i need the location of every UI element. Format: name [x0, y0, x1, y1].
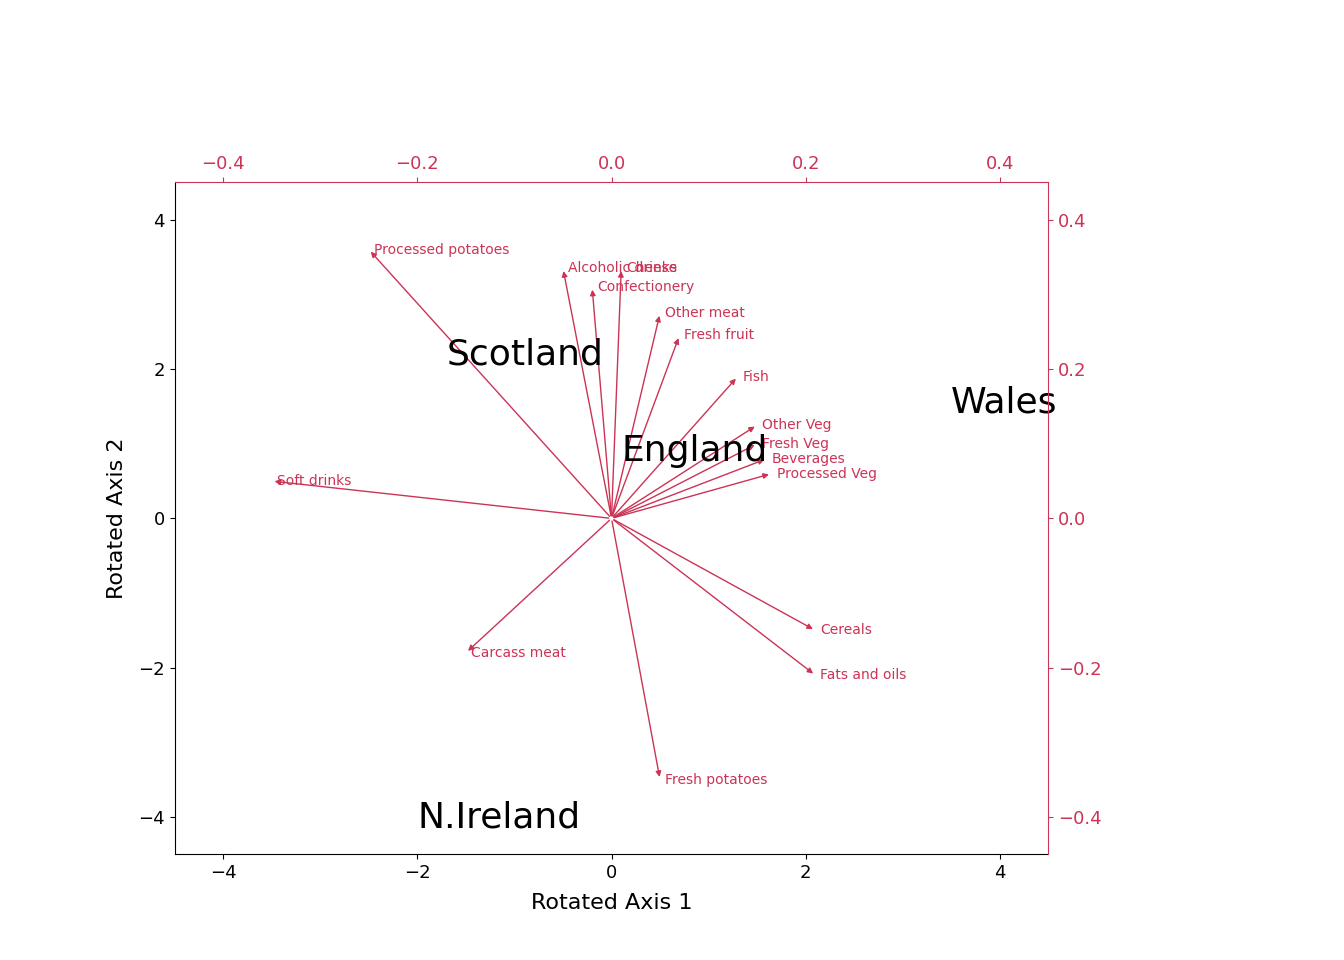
Text: Soft drinks: Soft drinks: [277, 474, 351, 488]
Text: Confectionery: Confectionery: [597, 280, 695, 294]
Text: Other meat: Other meat: [665, 306, 745, 320]
Text: Wales: Wales: [952, 386, 1058, 420]
Text: Processed potatoes: Processed potatoes: [374, 243, 509, 256]
X-axis label: Rotated Axis 1: Rotated Axis 1: [531, 893, 692, 913]
Text: Alcoholic drinks: Alcoholic drinks: [567, 261, 677, 276]
Text: Fats and oils: Fats and oils: [820, 668, 907, 683]
Text: Fresh potatoes: Fresh potatoes: [665, 773, 767, 787]
Text: Fresh Veg: Fresh Veg: [762, 437, 829, 451]
Text: England: England: [621, 434, 767, 468]
Text: Processed Veg: Processed Veg: [777, 467, 876, 481]
Text: Carcass meat: Carcass meat: [470, 646, 566, 660]
Text: Beverages: Beverages: [771, 451, 845, 466]
Text: Cheese: Cheese: [626, 261, 677, 276]
Text: N.Ireland: N.Ireland: [418, 800, 581, 834]
Y-axis label: Rotated Axis 2: Rotated Axis 2: [108, 438, 128, 599]
Text: Other Veg: Other Veg: [762, 418, 832, 432]
Text: Scotland: Scotland: [446, 337, 603, 372]
Text: Fish: Fish: [742, 370, 769, 384]
Text: Fresh fruit: Fresh fruit: [684, 328, 754, 343]
Text: Cereals: Cereals: [820, 623, 872, 637]
